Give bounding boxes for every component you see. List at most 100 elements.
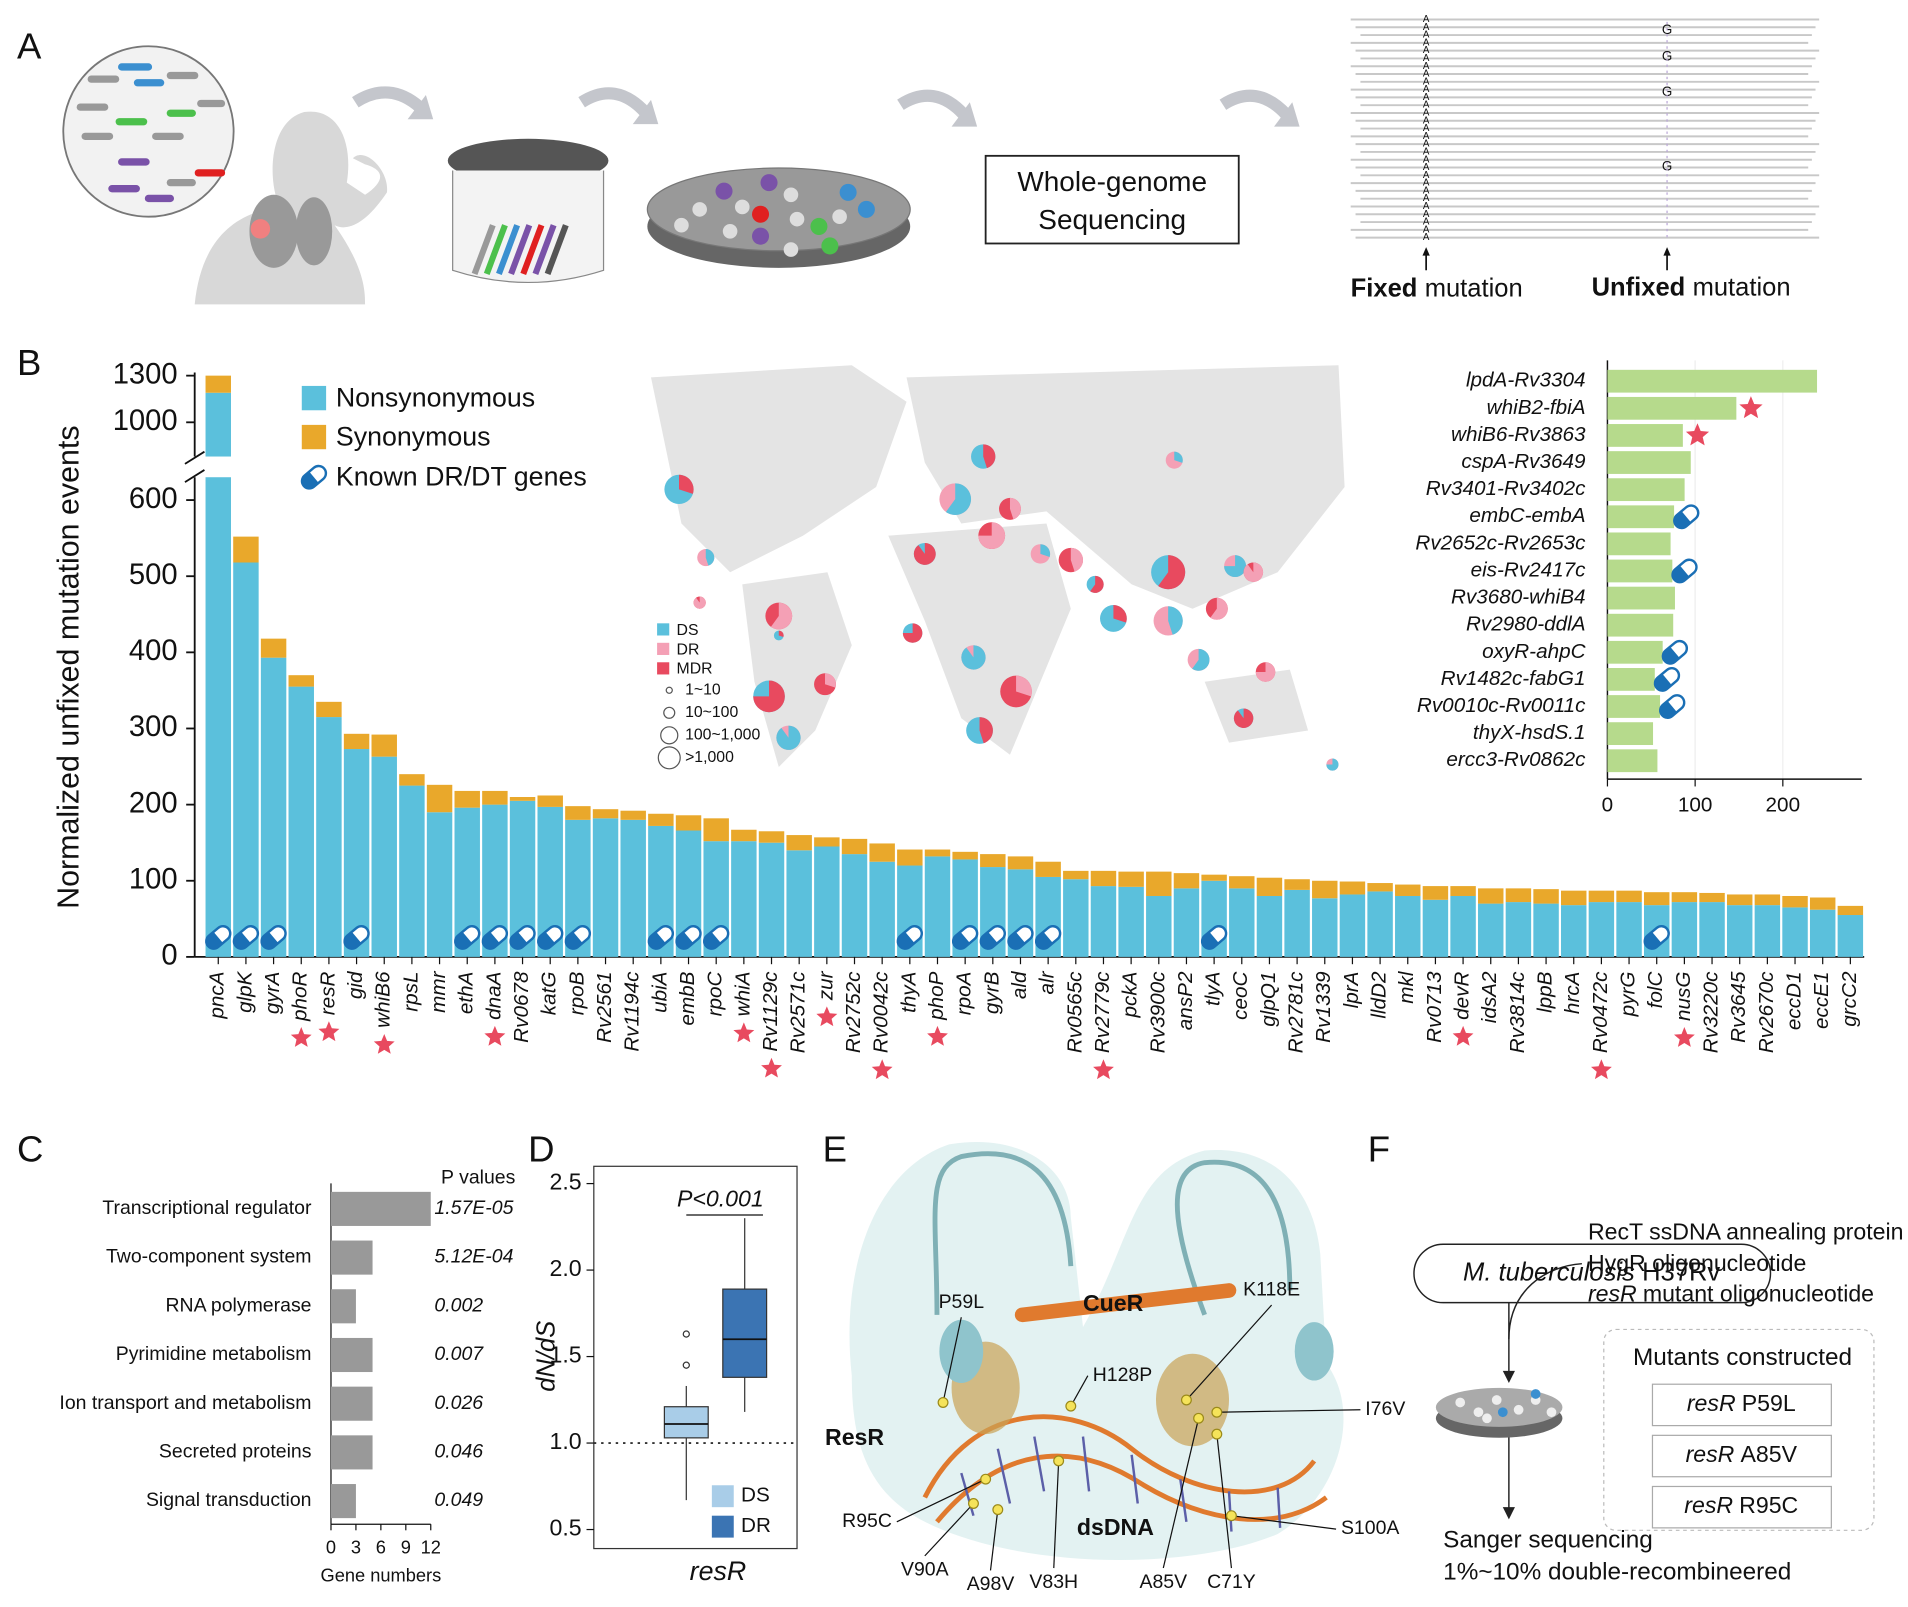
bar-segment (1671, 902, 1698, 957)
bar-piece (205, 477, 231, 957)
pill-icon (454, 924, 481, 950)
bar (1607, 668, 1655, 691)
map-legend-text: MDR (677, 661, 713, 678)
ref-base: A (1423, 22, 1430, 33)
structure-label: dsDNA (1077, 1514, 1154, 1540)
map-pies (664, 444, 1339, 771)
x-tick-label: ceoC (1229, 970, 1252, 1019)
bar-piece (1782, 895, 1808, 908)
panel-f-heads (1502, 1370, 1515, 1520)
bar-piece (1284, 879, 1310, 890)
bar-segment (1478, 888, 1504, 904)
bar-piece (592, 809, 619, 819)
ref-base: A (1423, 108, 1430, 119)
bar-segment (1533, 889, 1559, 904)
bar-segment (924, 849, 951, 857)
mutant: resR P59L (1687, 1390, 1796, 1416)
bar (1607, 478, 1685, 502)
bar-segment (1837, 905, 1864, 916)
pill-half (648, 931, 666, 949)
x-tick-label: rpoC (704, 970, 727, 1016)
gene: resR (1686, 1441, 1735, 1467)
x-tick-label: mmr (427, 970, 450, 1012)
word: P59L (1742, 1390, 1796, 1416)
alt-base: G (1662, 158, 1672, 173)
mutation-label: I76V (1365, 1398, 1405, 1420)
mutant-box (1651, 1485, 1832, 1529)
pill-half (1674, 511, 1691, 528)
star (871, 1059, 893, 1080)
bar-segment (1173, 873, 1200, 889)
result: Sanger sequencing (1443, 1527, 1653, 1554)
panel-f-art (1413, 1243, 1875, 1531)
pill-half (1662, 646, 1680, 664)
x-tick-label: phoR (289, 971, 312, 1022)
y-tick-label: Rv1482c-fabG1 (1441, 667, 1586, 690)
fixed-label: Fixed mutation (1351, 274, 1523, 302)
lung (249, 194, 299, 268)
y-tick-label: Rv2652c-Rv2653c (1415, 531, 1586, 554)
map-legend-text: 100~1,000 (685, 726, 760, 743)
residue (1193, 1412, 1205, 1424)
map-legend-text: DR (677, 641, 700, 658)
pie-wedge (1224, 555, 1247, 578)
ref-base: A (1423, 201, 1430, 212)
star (1685, 423, 1710, 446)
y-tick-label: RNA polymerase (165, 1294, 311, 1316)
pie-wedge (705, 549, 715, 566)
pill-half (953, 931, 970, 949)
ref-base: A (1423, 76, 1430, 87)
bar-segment (1146, 895, 1172, 957)
alt-base: G (1662, 84, 1672, 99)
bar-segment (1699, 892, 1725, 903)
residue (1211, 1406, 1223, 1418)
star (318, 1021, 340, 1042)
y-tick-label: whiB2-fbiA (1487, 396, 1586, 419)
star (1591, 1059, 1612, 1080)
panel-e: CueR ResR dsDNA P59L K118E H128P I76V R95C V90A A… (825, 1279, 1405, 1596)
pvalue: 0.026 (434, 1392, 483, 1414)
x-tick-label: glpQ1 (1257, 972, 1280, 1027)
x-tick-label: gyrB (980, 971, 1003, 1014)
bar-segment (1284, 879, 1310, 890)
leader (1216, 1409, 1361, 1413)
bar-piece (1063, 870, 1089, 880)
bar-segment (1367, 891, 1393, 957)
bar-segment (288, 686, 314, 957)
y-tick-label: Signal transduction (146, 1489, 312, 1511)
x-tick-label: Rv3645 (1727, 971, 1750, 1043)
panel-a-art (62, 45, 1300, 305)
pill-half (455, 931, 472, 949)
world-map (651, 365, 1345, 767)
y-tick-label: Secreted proteins (159, 1441, 312, 1463)
bar-piece (343, 733, 370, 750)
residue (1211, 1428, 1223, 1440)
bar-piece (952, 851, 978, 860)
pie-wedge (753, 680, 785, 713)
x-tick-label: Rv0042c (870, 971, 893, 1053)
pie-wedge (979, 717, 993, 744)
bar-segment (260, 657, 287, 957)
ref-base: A (1423, 131, 1430, 142)
x-tick-label: whiA (731, 972, 754, 1017)
x-tick-label: 6 (376, 1536, 386, 1557)
ref-base: A (1423, 45, 1430, 56)
x-tick-label: eccD1 (1783, 972, 1806, 1031)
bar-segment (1588, 902, 1615, 957)
bar-segment (1118, 886, 1144, 957)
bar-segment (758, 831, 785, 843)
pie-wedge (1233, 708, 1254, 729)
x-tick-label: pckA (1119, 972, 1142, 1019)
legend-swatch (711, 1485, 734, 1508)
mutant-box (1651, 1434, 1832, 1478)
x-tick-label: Rv0472c (1589, 971, 1612, 1053)
x-tick-label: Rv2781c (1285, 971, 1308, 1053)
bar-piece (620, 819, 646, 957)
bar-piece (703, 818, 729, 842)
unfixed-label: Unfixed mutation (1592, 273, 1791, 301)
bar-segment (1809, 897, 1836, 910)
bar-piece (482, 790, 508, 805)
bar-piece (316, 701, 342, 718)
x-tick-label: phoP (925, 971, 948, 1021)
structure-label: ResR (825, 1424, 884, 1450)
